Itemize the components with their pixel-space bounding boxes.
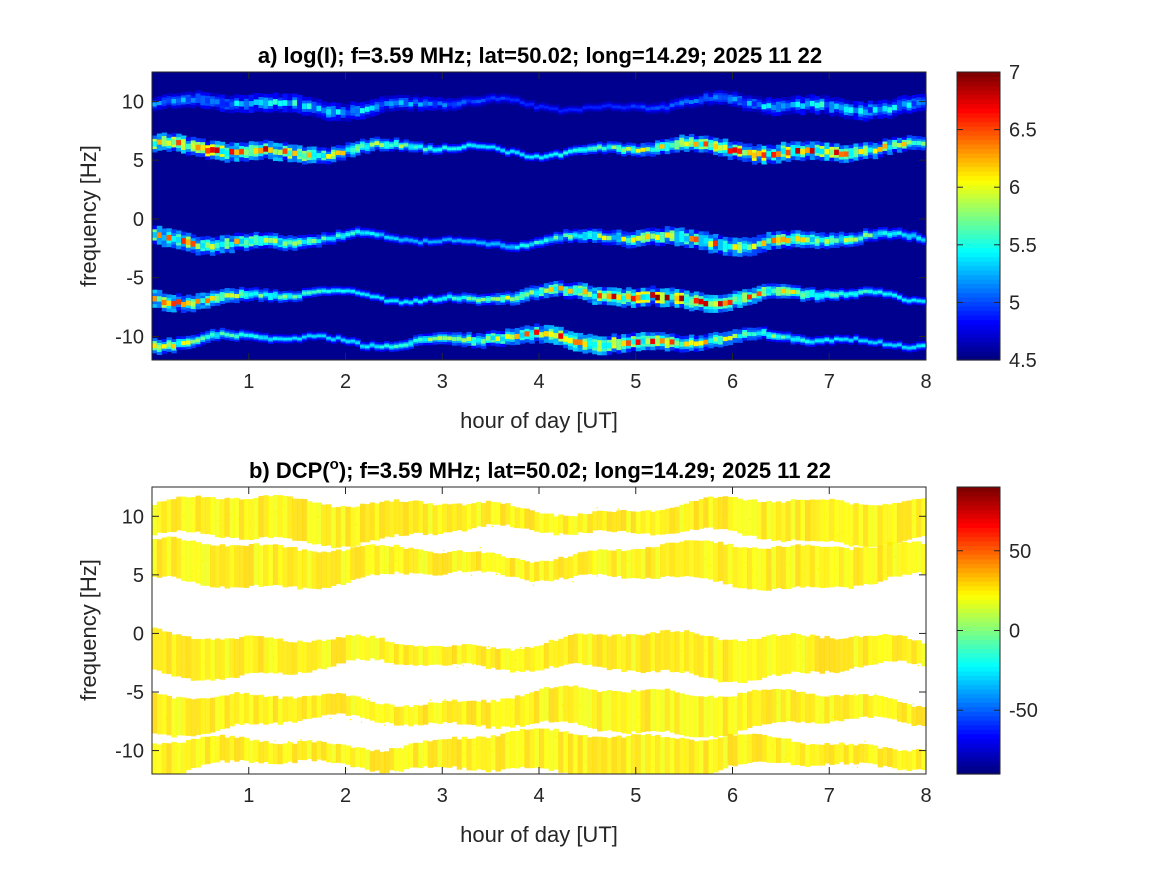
panel-b-xtick-label: 7 (824, 785, 835, 807)
panel-b-ytick-label: 10 (122, 506, 144, 528)
panel-a-band (152, 132, 927, 165)
panel-a-band (152, 280, 927, 314)
panel-b-title-pre: b) DCP( (249, 458, 330, 483)
panel-b-ytick-label: 5 (133, 565, 144, 587)
panel-a-colorbar-tick-label: 7 (1009, 62, 1020, 84)
panel-a-ytick-label: -5 (126, 268, 144, 290)
panel-b-xtick-label: 1 (243, 785, 254, 807)
panel-a-colorbar-tick-label: 5.5 (1009, 235, 1037, 257)
panel-a-xtick-label: 3 (437, 371, 448, 393)
panel-a-colorbar-tick-label: 5 (1009, 292, 1020, 314)
panel-b-xtick-label: 4 (533, 785, 544, 807)
panel-b-title-sup: o (330, 456, 339, 473)
panel-a-xlabel: hour of day [UT] (460, 408, 618, 433)
panel-b-xtick-label: 2 (340, 785, 351, 807)
panel-a-ytick-label: 5 (133, 150, 144, 172)
panel-a-colorbar-tick-label: 6.5 (1009, 120, 1037, 142)
panel-a: a) log(I); f=3.59 MHz; lat=50.02; long=1… (76, 43, 1037, 433)
panel-a-xtick-label: 8 (920, 371, 931, 393)
panel-b-title: b) DCP(o); f=3.59 MHz; lat=50.02; long=1… (249, 456, 831, 483)
panel-b-xtick-label: 5 (630, 785, 641, 807)
panel-b-colorbar-tick-label: 0 (1009, 621, 1020, 643)
panel-a-xtick-label: 6 (727, 371, 738, 393)
panel-a-colorbar-tick-label: 4.5 (1009, 350, 1037, 372)
panel-b-ytick-label: -5 (126, 682, 144, 704)
panel-b-ylabel: frequency [Hz] (76, 559, 101, 701)
panel-a-colorbar: 7 6.5 6 5.5 5 4.5 (956, 62, 1037, 372)
panel-a-xtick-label: 1 (243, 371, 254, 393)
panel-b-ytick-label: -10 (115, 741, 144, 763)
panel-a-title: a) log(I); f=3.59 MHz; lat=50.02; long=1… (258, 43, 822, 68)
panel-a-ytick-label: 10 (122, 91, 144, 113)
panel-b-colorbar-tick-label: 50 (1009, 541, 1031, 563)
panel-a-band (152, 90, 927, 122)
panel-b-colorbar: 50 0 -50 (956, 486, 1038, 775)
panel-a-colorbar-tick-label: 6 (1009, 177, 1020, 199)
panel-b-xtick-label: 8 (920, 785, 931, 807)
panel-b-band (152, 495, 927, 549)
panel-a-band (152, 225, 927, 257)
panel-b-ytick-label: 0 (133, 623, 144, 645)
panel-b-band (152, 728, 927, 774)
panel-a-xtick-label: 7 (824, 371, 835, 393)
panel-b-ticks: 1 2 3 4 5 6 7 8 10 5 0 -5 -10 (115, 487, 932, 807)
panel-a-background (152, 72, 926, 360)
panel-b-plot-area (152, 487, 927, 774)
panel-a-ylabel: frequency [Hz] (76, 145, 101, 287)
panel-b-xtick-label: 6 (727, 785, 738, 807)
panel-b-band (152, 627, 927, 683)
panel-b-xlabel: hour of day [UT] (460, 822, 618, 847)
panel-b-title-post: ); f=3.59 MHz; lat=50.02; long=14.29; 20… (339, 458, 831, 483)
panel-b-band (152, 685, 927, 738)
panel-a-xtick-label: 5 (630, 371, 641, 393)
panel-a-ytick-label: 0 (133, 209, 144, 231)
panel-a-plot-area (152, 72, 927, 360)
panel-a-ytick-label: -10 (115, 326, 144, 348)
panel-a-xtick-label: 2 (340, 371, 351, 393)
panel-b-colorbar-tick-label: -50 (1009, 700, 1038, 722)
panel-a-ticks: 1 2 3 4 5 6 7 8 10 5 0 -5 -10 (115, 72, 932, 393)
panel-b-xtick-label: 3 (437, 785, 448, 807)
panel-a-xtick-label: 4 (533, 371, 544, 393)
panel-b: b) DCP(o); f=3.59 MHz; lat=50.02; long=1… (76, 456, 1038, 847)
panel-a-band (152, 323, 927, 356)
panel-b-band (152, 536, 927, 591)
